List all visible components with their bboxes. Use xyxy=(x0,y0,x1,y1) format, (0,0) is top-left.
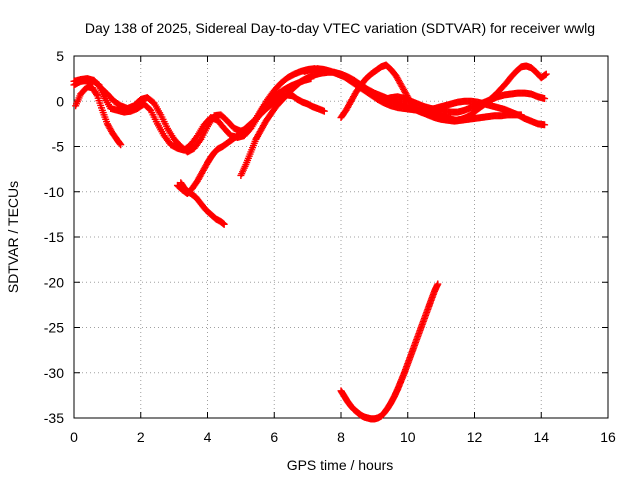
y-tick-label: 5 xyxy=(56,48,64,64)
y-tick-label: -30 xyxy=(44,365,64,381)
data-point xyxy=(320,107,328,115)
x-tick-label: 2 xyxy=(137,429,145,445)
data-point xyxy=(434,280,442,288)
chart-title: Day 138 of 2025, Sidereal Day-to-day VTE… xyxy=(85,20,595,36)
y-tick-label: 0 xyxy=(56,93,64,109)
series-track-7 xyxy=(300,65,549,129)
x-tick-label: 4 xyxy=(204,429,212,445)
series-track-9 xyxy=(380,89,549,116)
y-tick-label: -35 xyxy=(44,410,64,426)
series-track-3 xyxy=(70,65,332,156)
series-track-1 xyxy=(72,83,125,149)
y-tick-label: -5 xyxy=(52,139,65,155)
x-tick-label: 10 xyxy=(400,429,416,445)
axis-ticks: 0 2 4 6 8 10 12 14 16 5 0 -5 -10 -15 -20 -25 -30 -35 xyxy=(44,48,616,445)
series-track-4 xyxy=(173,91,328,198)
data-point xyxy=(220,220,228,228)
data-point xyxy=(541,95,549,103)
data-point xyxy=(541,121,549,129)
x-tick-label: 14 xyxy=(533,429,549,445)
x-tick-label: 16 xyxy=(600,429,616,445)
data-point xyxy=(196,137,204,145)
y-tick-label: -25 xyxy=(44,320,64,336)
data-point xyxy=(542,70,550,78)
x-axis-label: GPS time / hours xyxy=(287,457,394,473)
y-tick-label: -15 xyxy=(44,229,64,245)
data-series xyxy=(70,61,550,423)
series-track-10 xyxy=(337,280,442,423)
x-tick-label: 0 xyxy=(70,429,78,445)
series-track-5 xyxy=(177,179,228,228)
y-axis-label: SDTVAR / TECUs xyxy=(5,181,21,293)
y-tick-label: -10 xyxy=(44,184,64,200)
x-tick-label: 8 xyxy=(337,429,345,445)
x-tick-label: 12 xyxy=(467,429,483,445)
data-point xyxy=(117,141,125,149)
x-tick-label: 6 xyxy=(270,429,278,445)
y-tick-label: -20 xyxy=(44,274,64,290)
data-point xyxy=(93,90,101,98)
